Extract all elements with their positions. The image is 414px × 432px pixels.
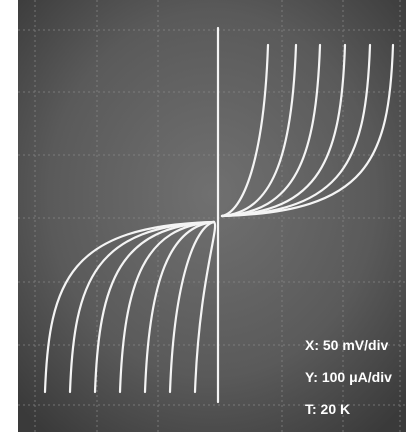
x-scale-label: X: 50 mV/div xyxy=(305,337,388,353)
page: X: 50 mV/div Y: 100 μA/div T: 20 K (() =… xyxy=(0,0,414,432)
screen xyxy=(18,0,406,432)
y-scale-label: Y: 100 μA/div xyxy=(305,369,392,385)
temperature-label: T: 20 K xyxy=(305,401,350,417)
oscilloscope-photo: X: 50 mV/div Y: 100 μA/div T: 20 K xyxy=(0,0,414,432)
